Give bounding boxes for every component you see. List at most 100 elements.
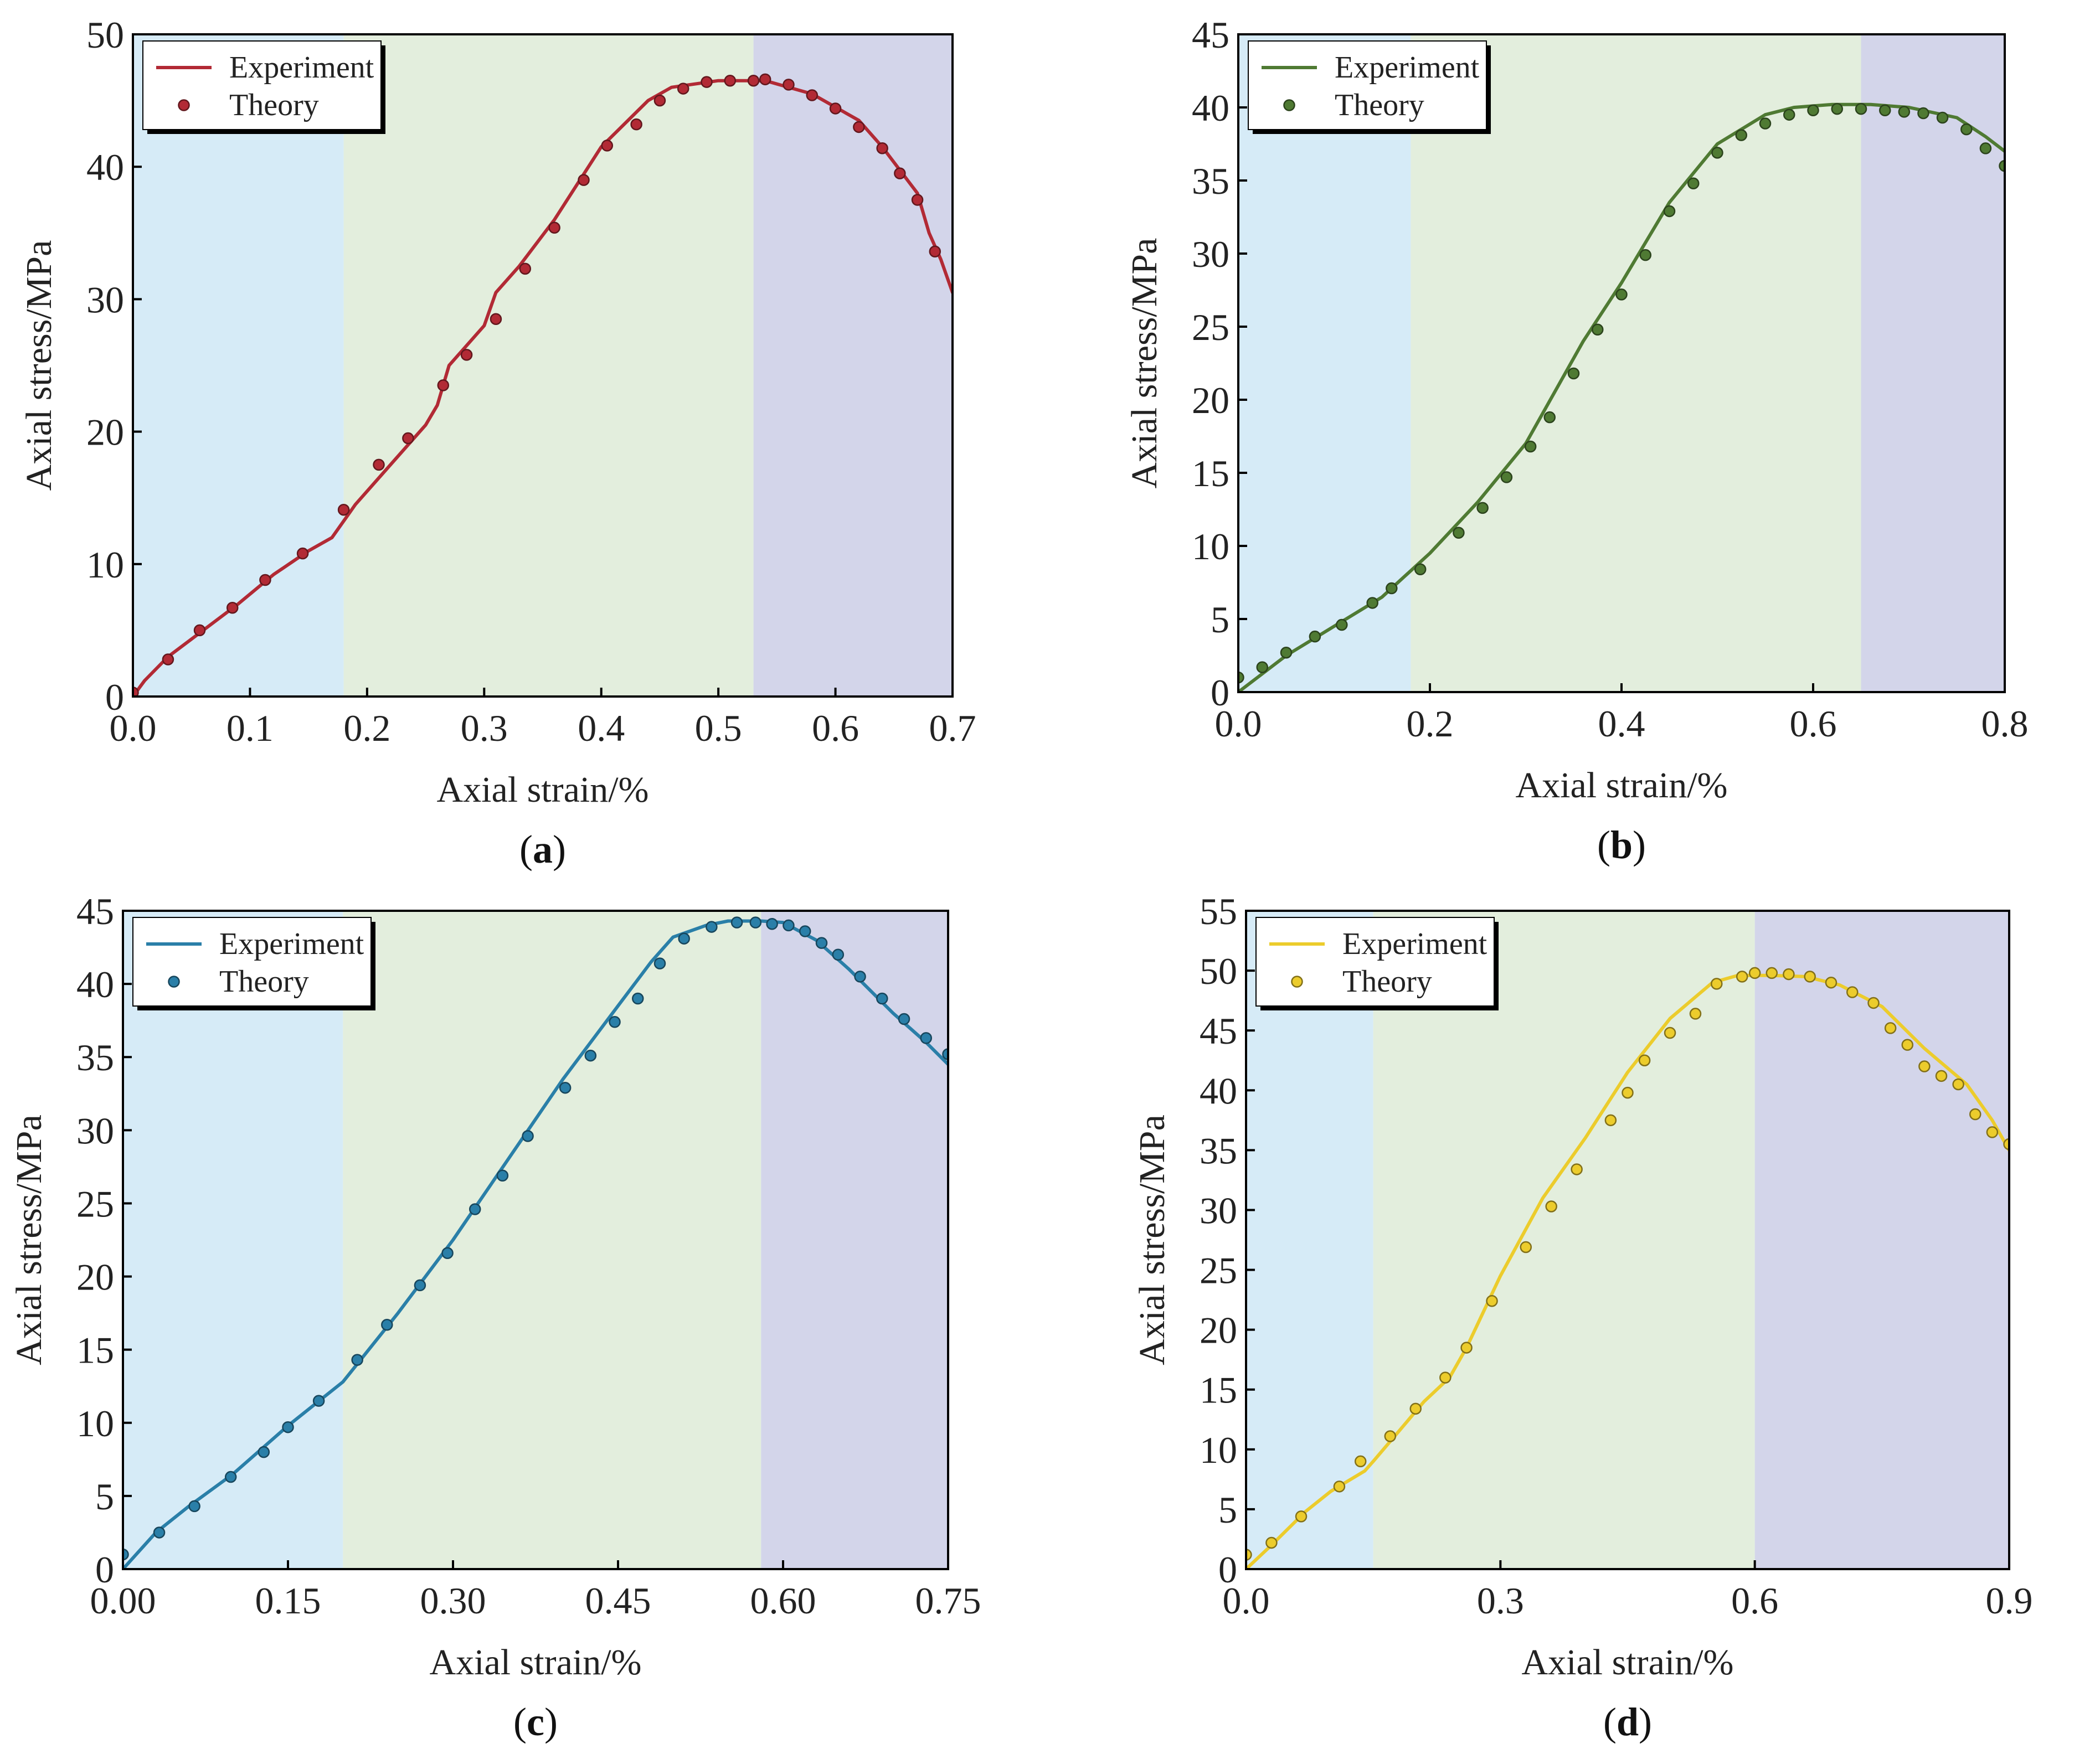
y-tick-label: 30 — [86, 278, 124, 321]
theory-point — [1759, 117, 1772, 130]
y-axis-title: Axial stress/MPa — [1132, 1115, 1172, 1365]
x-tick-label: 0.60 — [750, 1580, 816, 1622]
theory-points — [133, 73, 941, 697]
theory-point — [1545, 1200, 1557, 1213]
theory-point — [437, 379, 450, 391]
y-tick-label: 0 — [95, 1549, 114, 1591]
theory-point — [1918, 1060, 1931, 1072]
theory-point — [1439, 1371, 1452, 1384]
region-elastic — [123, 911, 343, 1569]
y-tick-label: 40 — [1192, 87, 1229, 129]
theory-point — [469, 1203, 481, 1215]
legend-theory-swatch — [168, 976, 180, 988]
theory-point — [1256, 661, 1268, 673]
theory-point — [1664, 1026, 1676, 1039]
theory-point — [1414, 563, 1427, 575]
x-tick-label: 0.75 — [915, 1580, 981, 1622]
theory-point — [584, 1049, 597, 1062]
region-plastic — [343, 34, 754, 697]
theory-point — [1246, 1549, 1252, 1561]
y-tick-label: 35 — [1200, 1129, 1237, 1172]
theory-point — [1952, 1078, 1964, 1091]
chart-panel-d: 0.0 0.3 0.6 0.9 0 5 10 15 20 25 30 35 40 45 50 55 Axial … — [1132, 890, 2033, 1744]
legend-theory-swatch — [178, 99, 190, 111]
theory-point — [496, 1169, 509, 1182]
chart-panel-a: 0.0 0.1 0.2 0.3 0.4 0.5 0.6 0.7 0 10 20 30 40 50 Axial… — [19, 14, 976, 871]
plot-frame — [122, 910, 949, 1570]
theory-point — [894, 167, 906, 179]
theory-point — [1807, 104, 1819, 117]
region-plastic — [1373, 911, 1755, 1569]
theory-point — [1825, 976, 1837, 989]
theory-point — [853, 121, 865, 133]
panel-caption: (b) — [1597, 823, 1646, 867]
theory-point — [1936, 111, 1949, 124]
y-tick-label: 15 — [76, 1329, 114, 1371]
theory-point — [1638, 1054, 1651, 1066]
y-tick-label: 15 — [1200, 1369, 1237, 1411]
theory-point — [749, 916, 762, 928]
y-tick-label: 20 — [1200, 1309, 1237, 1352]
theory-point — [815, 937, 828, 949]
theory-point — [312, 1395, 325, 1407]
theory-point — [1476, 502, 1489, 514]
legend-theory-swatch — [1283, 99, 1295, 111]
y-tick-label: 55 — [1200, 890, 1237, 932]
theory-point — [1663, 205, 1676, 218]
theory-point — [1855, 102, 1867, 115]
x-tick-label: 0.0 — [110, 707, 157, 749]
y-tick-label: 15 — [1192, 452, 1229, 494]
theory-point — [1901, 1039, 1914, 1051]
plot-frame — [132, 33, 954, 698]
theory-point — [226, 601, 239, 614]
y-tick-label: 25 — [1192, 306, 1229, 348]
y-axis-title: Axial stress/MPa — [19, 240, 59, 491]
panel-caption: (a) — [519, 827, 566, 871]
theory-point — [1386, 582, 1398, 595]
x-tick-label: 0.6 — [1731, 1580, 1778, 1622]
theory-point — [559, 1081, 572, 1094]
theory-points — [123, 916, 948, 1561]
y-tick-label: 20 — [76, 1256, 114, 1298]
x-tick-label: 0.7 — [929, 707, 976, 749]
theory-point — [1592, 323, 1604, 336]
theory-point — [1736, 971, 1748, 983]
theory-point — [1486, 1295, 1498, 1307]
theory-point — [1409, 1402, 1422, 1415]
theory-point — [1884, 1022, 1897, 1034]
theory-point — [153, 1526, 166, 1539]
legend-experiment-label: Experiment — [229, 50, 374, 85]
theory-point — [1460, 1342, 1473, 1354]
theory-point — [1238, 671, 1244, 684]
theory-point — [460, 349, 473, 361]
theory-point — [2003, 1138, 2009, 1151]
y-tick-label: 5 — [95, 1476, 114, 1518]
y-tick-label: 35 — [76, 1036, 114, 1079]
theory-point — [701, 76, 713, 88]
region-elastic — [1246, 911, 1373, 1569]
y-axis-title: Axial stress/MPa — [1124, 238, 1165, 489]
y-tick-label: 30 — [1192, 233, 1229, 275]
theory-point — [876, 992, 888, 1005]
theory-point — [1336, 618, 1348, 631]
theory-point — [1783, 109, 1795, 121]
theory-point — [1687, 177, 1700, 190]
theory-point — [1615, 288, 1628, 301]
theory-point — [162, 653, 174, 666]
theory-point — [1879, 104, 1891, 117]
y-tick-label: 45 — [1192, 14, 1229, 56]
x-tick-label: 0.8 — [1981, 703, 2029, 745]
x-axis-title: Axial strain/% — [436, 770, 648, 810]
region-post-peak — [1861, 34, 2005, 692]
theory-point — [1265, 1536, 1278, 1549]
x-tick-label: 0.45 — [585, 1580, 651, 1622]
x-tick-label: 0.4 — [578, 707, 625, 749]
theory-points — [1238, 102, 2005, 684]
theory-point — [1711, 978, 1723, 990]
y-tick-label: 25 — [76, 1183, 114, 1225]
theory-point — [224, 1471, 237, 1483]
x-axis-title: Axial strain/% — [1515, 765, 1727, 806]
legend-experiment-label: Experiment — [219, 927, 364, 961]
